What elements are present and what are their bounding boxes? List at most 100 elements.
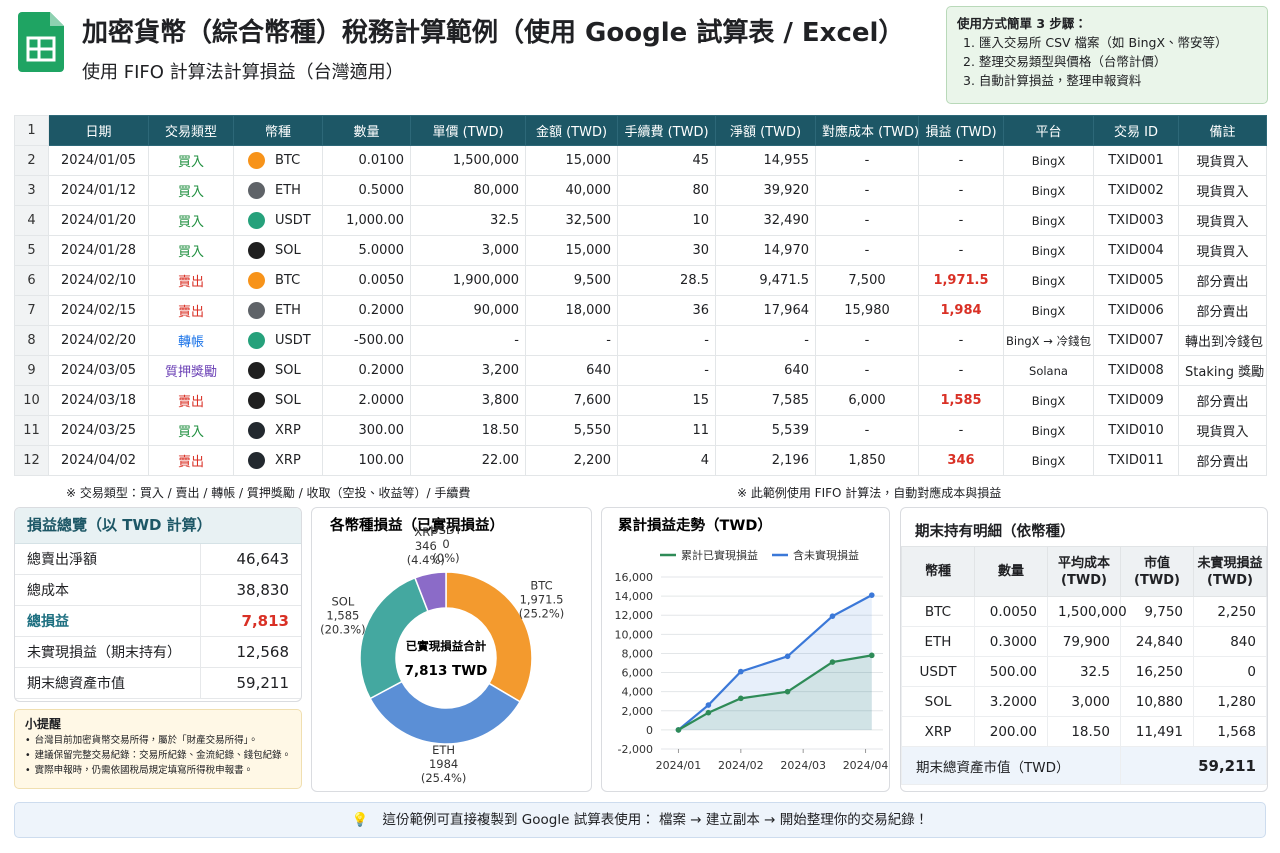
cell: 640 — [715, 355, 816, 386]
cell: 2,250 — [1193, 596, 1267, 627]
table-row: 12 2024/04/02 賣出 XRP 100.00 22.00 2,200 4 2,196 1… — [14, 445, 1267, 476]
coin-name: SOL — [275, 393, 301, 408]
cell: 15,000 — [525, 235, 618, 266]
cell: 5,539 — [715, 415, 816, 446]
cell: TXID011 — [1093, 445, 1179, 476]
cell: - — [815, 235, 919, 266]
summary-label: 總賣出淨額 — [15, 544, 201, 575]
cell: 部分賣出 — [1178, 445, 1267, 476]
cell: 2024/01/28 — [48, 235, 149, 266]
summary-row: 總賣出淨額 46,643 — [15, 544, 301, 575]
cell: 2024/01/05 — [48, 145, 149, 176]
point — [738, 668, 744, 675]
steps-title: 使用方式簡單 3 步驟： — [957, 16, 1087, 31]
cell: - — [617, 325, 716, 356]
cell: TXID008 — [1093, 355, 1179, 386]
cell: XRP — [233, 445, 323, 476]
cell: USDT — [233, 205, 323, 236]
summary-row: 期末總資產市值 59,211 — [15, 667, 301, 699]
step-item: 1. 匯入交易所 CSV 檔案（如 BingX、幣安等） — [963, 35, 1228, 50]
coin-name: SOL — [275, 363, 301, 378]
center-value: 7,813 TWD — [405, 663, 488, 679]
summary-row: 未實現損益（期末持有） 12,568 — [15, 636, 301, 668]
cell: 現貨買入 — [1178, 415, 1267, 446]
column-header: 損益 (TWD) — [918, 115, 1004, 146]
cell: TXID003 — [1093, 205, 1179, 236]
cell: 1,585 — [918, 385, 1004, 416]
cell: 1,984 — [918, 295, 1004, 326]
cell: 14,955 — [715, 145, 816, 176]
tips-box: 小提醒 台灣目前加密貨幣交易所得，屬於「財產交易所得」。 建議保留完整交易紀錄：… — [14, 709, 302, 789]
cell: 轉出到冷錢包 — [1178, 325, 1267, 356]
cell: 11,491 — [1120, 716, 1194, 747]
cell: 15,980 — [815, 295, 919, 326]
cell: - — [815, 175, 919, 206]
cell: 現貨買入 — [1178, 175, 1267, 206]
cell: 10 — [617, 205, 716, 236]
cell: BTC — [901, 596, 975, 627]
summary-title: 損益總覽（以 TWD 計算） — [15, 508, 301, 544]
cell: 0.3000 — [974, 626, 1048, 657]
coin-name: USDT — [275, 213, 311, 228]
header-row: 1 日期 交易類型 幣種 數量 單價 (TWD) 金額 (TWD) 手續費 (TWD) 淨額 (… — [14, 115, 1267, 146]
cell: 80 — [617, 175, 716, 206]
summary-row: 總成本 38,830 — [15, 574, 301, 606]
x-tick-label: 2024/02 — [718, 759, 764, 772]
cell: 200.00 — [974, 716, 1048, 747]
cell: - — [815, 205, 919, 236]
steps-box: 使用方式簡單 3 步驟： 1. 匯入交易所 CSV 檔案（如 BingX、幣安等… — [946, 6, 1268, 104]
cell: USDT — [233, 325, 323, 356]
line — [677, 594, 873, 731]
header-row: 幣種 數量 平均成本 (TWD) 市值 (TWD) 未實現損益 (TWD) — [901, 546, 1267, 597]
cell: ETH — [233, 295, 323, 326]
slice-label-line: 1,585 — [326, 609, 359, 623]
coin-icon — [248, 452, 265, 469]
holding-row: ETH 0.3000 79,900 24,840 840 — [901, 626, 1267, 657]
cell: 45 — [617, 145, 716, 176]
cell: TXID009 — [1093, 385, 1179, 416]
cell: SOL — [901, 686, 975, 717]
table-row: 7 2024/02/15 賣出 ETH 0.2000 90,000 18,000 36 17,9… — [14, 295, 1267, 326]
cell: BingX — [1003, 295, 1094, 326]
coin-name: ETH — [275, 183, 301, 198]
column-header: 幣種 — [901, 546, 975, 597]
row-number: 9 — [14, 355, 49, 386]
cell: 買入 — [148, 415, 234, 446]
page-title: 加密貨幣（綜合幣種）稅務計算範例（使用 Google 試算表 / Excel） — [82, 18, 905, 48]
table-row: 4 2024/01/20 買入 USDT 1,000.00 32.5 32,500 10 32,… — [14, 205, 1267, 236]
cell: 0.0100 — [322, 145, 411, 176]
cell: 40,000 — [525, 175, 618, 206]
y-tick-label: 8,000 — [622, 647, 654, 660]
cell: 640 — [525, 355, 618, 386]
cell: 0.0050 — [974, 596, 1048, 627]
point — [868, 592, 875, 598]
holdings-table: 幣種 數量 平均成本 (TWD) 市值 (TWD) 未實現損益 (TWD) BTC 0.00… — [901, 546, 1267, 785]
column-header: 備註 — [1178, 115, 1267, 146]
cell: 1,850 — [815, 445, 919, 476]
cell: - — [815, 415, 919, 446]
cell: Staking 獎勵 — [1178, 355, 1267, 386]
cell: BTC — [233, 145, 323, 176]
slice-label-line: (25.2%) — [519, 606, 565, 620]
holding-row: XRP 200.00 18.50 11,491 1,568 — [901, 716, 1267, 747]
banner: 💡 這份範例可直接複製到 Google 試算表使用： 檔案 → 建立副本 → 開始… — [14, 802, 1266, 838]
summary-label: 總成本 — [15, 574, 201, 606]
cell: 3,000 — [410, 235, 526, 266]
y-tick-label: -2,000 — [618, 743, 653, 756]
cell: - — [918, 415, 1004, 446]
y-tick-label: 14,000 — [615, 590, 654, 603]
donut-slice — [369, 680, 522, 745]
footnote: ※ 此範例使用 FIFO 計算法，自動對應成本與損益 — [737, 486, 1002, 500]
cell: 2024/03/18 — [48, 385, 149, 416]
table-row: 11 2024/03/25 買入 XRP 300.00 18.50 5,550 11 5,539… — [14, 415, 1267, 446]
footnote: ※ 交易類型：買入 / 賣出 / 轉帳 / 質押獎勵 / 收取（空投、收益等）/… — [66, 486, 471, 500]
slice-label-line: (25.4%) — [421, 771, 467, 785]
cell: 14,970 — [715, 235, 816, 266]
cell: USDT — [901, 656, 975, 687]
point — [738, 695, 744, 702]
column-header: 手續費 (TWD) — [617, 115, 716, 146]
column-header: 平台 — [1003, 115, 1094, 146]
x-tick-label: 2024/03 — [780, 759, 826, 772]
cell: SOL — [233, 385, 323, 416]
